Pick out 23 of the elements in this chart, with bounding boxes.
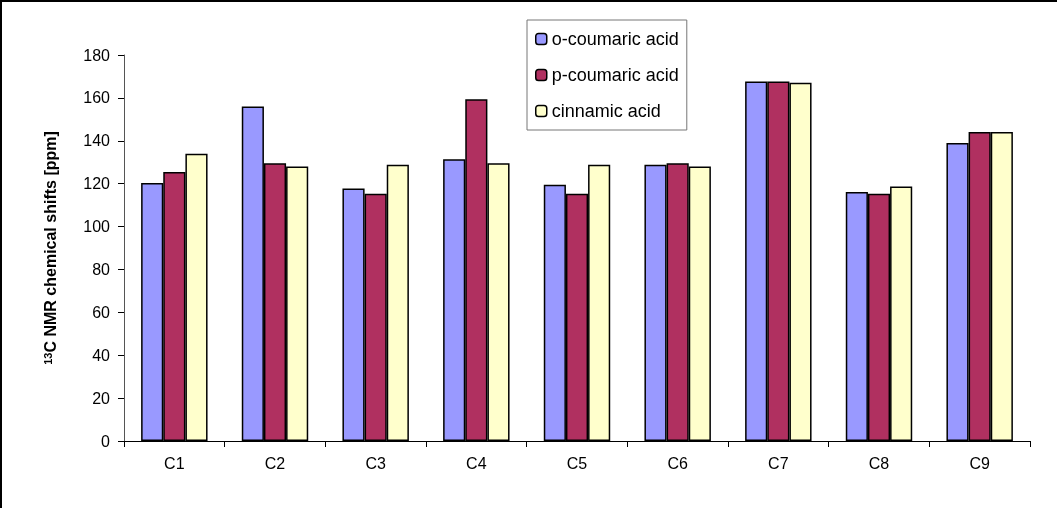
y-tick-label: 20 <box>92 389 111 407</box>
y-tick-label: 40 <box>92 346 111 364</box>
x-tick-label: C5 <box>566 454 588 472</box>
y-tick-label: 100 <box>83 218 111 236</box>
x-tick-label: C6 <box>667 454 688 472</box>
y-tick-label: 60 <box>92 303 111 321</box>
y-tick-label: 80 <box>92 260 111 278</box>
legend-label: p-coumaric acid <box>551 65 679 85</box>
y-tick-label: 0 <box>101 432 111 450</box>
x-tick-label: C7 <box>768 454 789 472</box>
y-tick-label: 160 <box>83 89 111 107</box>
y-tick-label: 180 <box>83 46 111 64</box>
legend-label: o-coumaric acid <box>551 29 679 49</box>
x-tick-label: C2 <box>264 454 286 472</box>
x-tick-label: C8 <box>868 454 890 472</box>
y-axis-title: 13C NMR chemical shifts [ppm] <box>41 131 59 365</box>
legend-label: cinnamic acid <box>551 101 661 121</box>
y-tick-label: 140 <box>83 132 111 150</box>
x-tick-label: C3 <box>365 454 386 472</box>
x-tick-label: C1 <box>164 454 185 472</box>
x-tick-label: C9 <box>969 454 990 472</box>
y-tick-label: 120 <box>83 175 111 193</box>
x-tick-label: C4 <box>466 454 487 472</box>
